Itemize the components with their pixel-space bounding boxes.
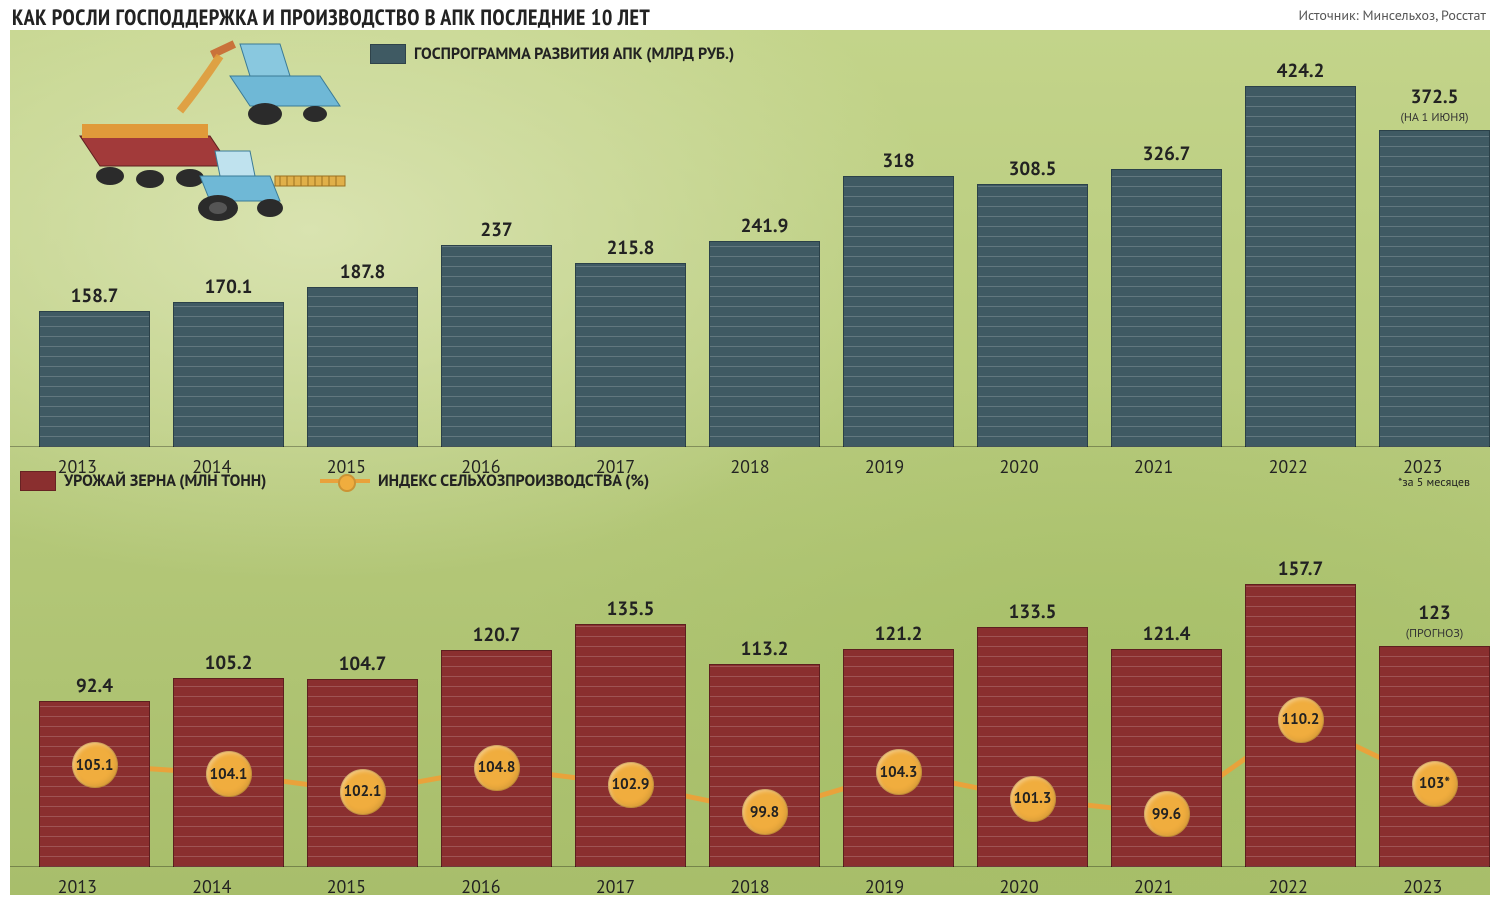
x-axis-label: 2014	[145, 869, 280, 895]
x-axis-label: 2022	[1221, 449, 1356, 475]
bar-value-label: 308.5	[977, 157, 1088, 181]
page-title: КАК РОСЛИ ГОСПОДДЕРЖКА И ПРОИЗВОДСТВО В …	[12, 4, 650, 32]
bar: 237	[441, 246, 552, 447]
x-axis-label: 2023	[1355, 869, 1490, 895]
source-text: Источник: Минсельхоз, Росстат	[1298, 6, 1486, 24]
bar-value-label: 92.4	[39, 674, 150, 698]
bar-value-label: 215.8	[575, 236, 686, 260]
bar-value-label: 237	[441, 218, 552, 242]
bar-value-label: 187.8	[307, 260, 418, 284]
line-marker: 110.2	[1278, 697, 1324, 743]
bar: 158.7	[39, 312, 150, 447]
bar-value-label: 121.2	[843, 622, 954, 646]
bar: 113.2	[709, 665, 820, 867]
bottom-chart: УРОЖАЙ ЗЕРНА (МЛН ТОНН) ИНДЕКС СЕЛЬХОЗПР…	[10, 475, 1490, 895]
bar-value-label: 424.2	[1245, 59, 1356, 83]
line-marker: 104.3	[876, 749, 922, 795]
bar-value-label: 170.1	[173, 275, 284, 299]
x-axis-label: 2018	[683, 869, 818, 895]
x-axis-label: 2021	[1086, 449, 1221, 475]
line-marker: 105.1	[72, 742, 118, 788]
bar: 318	[843, 177, 954, 447]
x-axis-label: 2021	[1086, 869, 1221, 895]
bar-sublabel: (НА 1 ИЮНЯ)	[1379, 110, 1490, 125]
line-marker: 99.8	[742, 789, 788, 835]
bar: 123(ПРОГНОЗ)	[1379, 647, 1490, 867]
x-axis-label: 2013	[10, 869, 145, 895]
bar-value-label: 123	[1379, 601, 1490, 625]
bar: 326.7	[1111, 170, 1222, 447]
bar-value-label: 133.5	[977, 600, 1088, 624]
line-marker: 102.1	[340, 769, 386, 815]
bar: 135.5	[575, 625, 686, 867]
bar-value-label: 135.5	[575, 597, 686, 621]
x-axis-label: 2023	[1355, 449, 1490, 475]
x-axis-label: 2017	[548, 869, 683, 895]
bar-value-label: 104.7	[307, 652, 418, 676]
bar: 170.1	[173, 303, 284, 447]
bar-value-label: 121.4	[1111, 622, 1222, 646]
bar-value-label: 318	[843, 149, 954, 173]
x-axis-label: 2016	[414, 869, 549, 895]
bar: 133.5	[977, 628, 1088, 867]
bar-value-label: 157.7	[1245, 557, 1356, 581]
line-marker: 104.1	[206, 751, 252, 797]
bar-value-label: 372.5	[1379, 85, 1490, 109]
line-marker: 101.3	[1010, 776, 1056, 822]
line-marker: 102.9	[608, 762, 654, 808]
bar-value-label: 120.7	[441, 623, 552, 647]
x-axis-label: 2020	[952, 869, 1087, 895]
bar-value-label: 113.2	[709, 637, 820, 661]
bar: 187.8	[307, 288, 418, 447]
bar: 372.5(НА 1 ИЮНЯ)	[1379, 131, 1490, 447]
line-marker: 99.6	[1144, 791, 1190, 837]
bar-value-label: 105.2	[173, 651, 284, 675]
line-marker: 103*	[1412, 761, 1458, 807]
x-axis-label: 2019	[817, 449, 952, 475]
bar: 308.5	[977, 185, 1088, 447]
bar-value-label: 158.7	[39, 284, 150, 308]
top-chart: ГОСПРОГРАММА РАЗВИТИЯ АПК (МЛРД РУБ.) 15…	[10, 30, 1490, 475]
x-axis-label: 2019	[817, 869, 952, 895]
bar: 424.2	[1245, 87, 1356, 447]
bar-sublabel: (ПРОГНОЗ)	[1379, 626, 1490, 641]
x-axis-label: 2015	[279, 869, 414, 895]
x-axis-label: 2018	[683, 449, 818, 475]
line-marker: 104.8	[474, 745, 520, 791]
bar: 215.8	[575, 264, 686, 447]
x-axis-label: 2020	[952, 449, 1087, 475]
x-axis-label: 2022	[1221, 869, 1356, 895]
bar-value-label: 241.9	[709, 214, 820, 238]
bar: 241.9	[709, 242, 820, 447]
bar-value-label: 326.7	[1111, 142, 1222, 166]
